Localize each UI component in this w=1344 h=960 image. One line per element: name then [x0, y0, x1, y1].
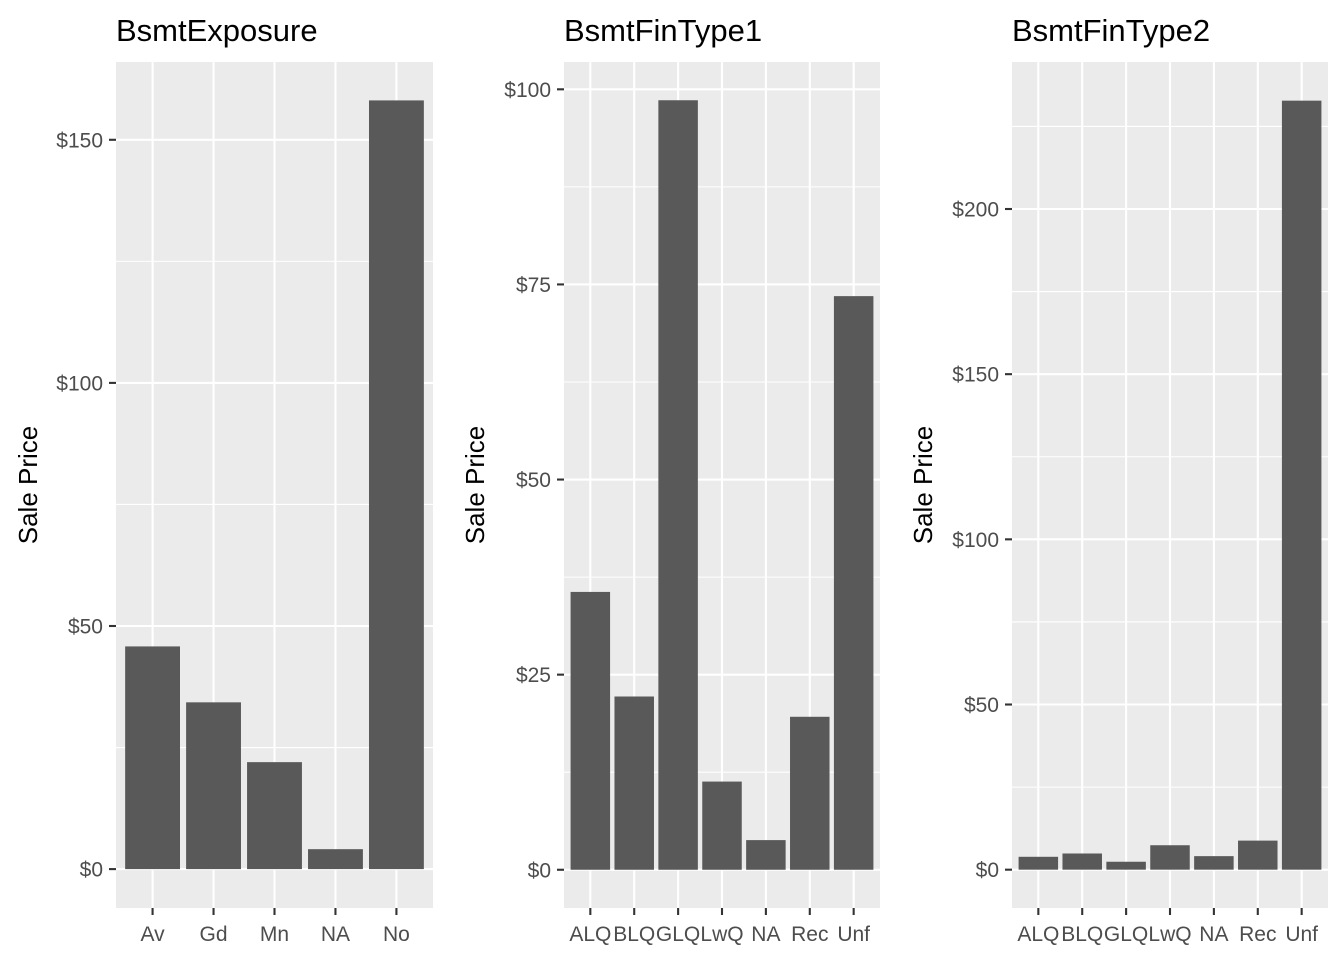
- bar-alq: [570, 591, 611, 870]
- bar-unf: [1281, 100, 1322, 870]
- bar-glq: [658, 100, 698, 870]
- y-tick-label: $100: [504, 79, 551, 102]
- bar-na: [308, 849, 363, 870]
- facet-panel-2: $0 $50 $100 $150 $200 ALQ BLQ GLQ LwQ NA Rec Unf Bsm…: [908, 13, 1328, 946]
- bar-lwq: [1150, 845, 1190, 870]
- x-tick-label: Unf: [1285, 923, 1318, 946]
- x-tick-label: NA: [1199, 923, 1228, 946]
- y-tick-label: $50: [516, 469, 551, 492]
- bar-unf: [833, 296, 874, 870]
- y-axis-label: Sale Price: [908, 426, 938, 545]
- x-tick-label: ALQ: [1017, 923, 1059, 946]
- x-tick-label: Rec: [1239, 923, 1276, 946]
- y-tick-label: $200: [952, 199, 999, 222]
- chart-title: BsmtFinType2: [1012, 13, 1210, 48]
- bar-blq: [614, 696, 654, 870]
- bar-na: [1194, 856, 1234, 870]
- x-tick-label: BLQ: [1061, 923, 1103, 946]
- y-tick-label: $75: [516, 274, 551, 297]
- y-tick-label: $0: [528, 859, 551, 882]
- x-tick-label: Unf: [837, 923, 870, 946]
- x-tick-label: Gd: [200, 923, 228, 946]
- y-tick-label: $0: [80, 859, 103, 882]
- bar-rec: [1238, 840, 1278, 870]
- bar-na: [746, 840, 786, 870]
- facet-panel-0: $0 $50 $100 $150 Av Gd Mn NA No BsmtExposure Sale …: [13, 13, 433, 946]
- y-tick-label: $100: [952, 529, 999, 552]
- y-tick-label: $150: [952, 364, 999, 387]
- x-tick-label: BLQ: [613, 923, 655, 946]
- bar-av: [125, 646, 181, 870]
- x-tick-label: Mn: [260, 923, 289, 946]
- y-tick-label: $100: [56, 372, 103, 395]
- bar-gd: [186, 702, 241, 870]
- x-tick-label: Rec: [791, 923, 828, 946]
- y-tick-label: $50: [68, 616, 103, 639]
- bar-mn: [247, 762, 302, 870]
- x-tick-label: LwQ: [1148, 923, 1191, 946]
- chart-title: BsmtFinType1: [564, 13, 762, 48]
- x-tick-label: LwQ: [700, 923, 743, 946]
- chart-title: BsmtExposure: [116, 13, 318, 48]
- y-tick-label: $50: [964, 694, 999, 717]
- x-tick-label: Av: [141, 923, 166, 946]
- x-tick-label: No: [383, 923, 410, 946]
- x-tick-label: ALQ: [569, 923, 611, 946]
- bar-rec: [790, 716, 830, 870]
- y-axis-label: Sale Price: [460, 426, 490, 545]
- bar-alq: [1018, 856, 1059, 870]
- bar-no: [368, 100, 424, 870]
- bar-lwq: [702, 781, 742, 870]
- y-tick-label: $25: [516, 664, 551, 687]
- y-tick-label: $150: [56, 129, 103, 152]
- x-tick-label: GLQ: [656, 923, 700, 946]
- facet-panel-1: $0 $25 $50 $75 $100 ALQ BLQ GLQ LwQ NA Rec Unf BsmtF…: [460, 13, 880, 946]
- bar-glq: [1106, 861, 1146, 870]
- bar-blq: [1062, 853, 1102, 870]
- x-tick-label: NA: [321, 923, 350, 946]
- y-tick-label: $0: [976, 859, 999, 882]
- x-tick-label: NA: [751, 923, 780, 946]
- y-axis-label: Sale Price: [13, 426, 43, 545]
- x-tick-label: GLQ: [1104, 923, 1148, 946]
